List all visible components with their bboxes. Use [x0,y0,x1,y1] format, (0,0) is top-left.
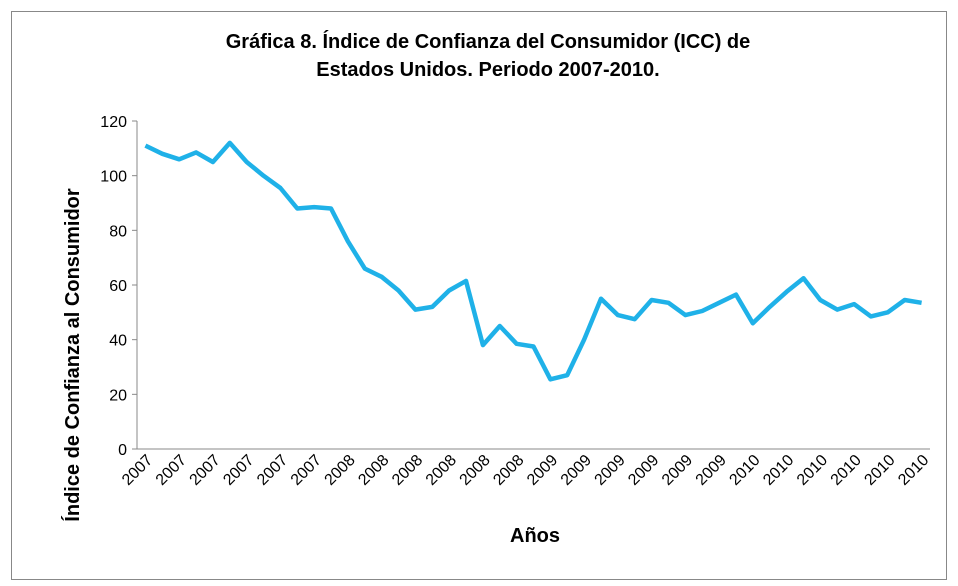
y-tick-label: 120 [100,114,127,131]
y-tick-label: 100 [100,169,127,186]
x-axis-title: Años [510,525,560,547]
chart-title: Estados Unidos. Periodo 2007-2010. [316,59,659,81]
y-axis-title: Índice de Confianza al Consumidor [61,188,84,522]
y-tick-label: 0 [118,442,127,459]
y-tick-label: 40 [109,333,127,350]
y-tick-label: 80 [109,223,127,240]
chart-title: Gráfica 8. Índice de Confianza del Consu… [226,30,751,53]
chart-border [11,11,947,580]
y-tick-label: 20 [109,387,127,404]
y-tick-label: 60 [109,278,127,295]
data-line [144,140,922,382]
